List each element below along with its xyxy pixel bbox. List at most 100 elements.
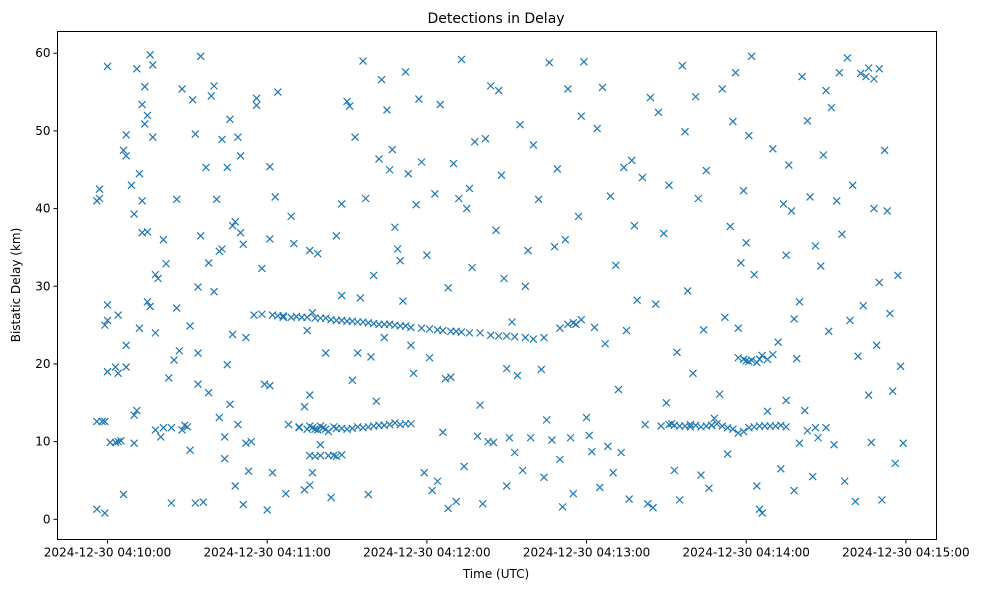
- data-point: [614, 385, 623, 394]
- data-point: [734, 324, 743, 333]
- data-point: [563, 85, 572, 93]
- data-point: [271, 193, 280, 201]
- data-point: [811, 241, 820, 250]
- data-point: [425, 353, 434, 362]
- data-point: [755, 355, 764, 364]
- data-point: [231, 217, 240, 226]
- data-point: [316, 451, 325, 460]
- data-point: [385, 165, 394, 174]
- data-point: [728, 425, 737, 434]
- data-point: [619, 163, 628, 172]
- data-point: [883, 207, 892, 215]
- data-point: [329, 451, 338, 460]
- data-point: [537, 365, 546, 374]
- data-point: [468, 263, 477, 272]
- data-point: [822, 423, 830, 432]
- data-point: [734, 353, 743, 362]
- data-point: [886, 309, 894, 318]
- data-point: [502, 481, 511, 490]
- data-point: [438, 326, 447, 335]
- data-point: [665, 181, 673, 190]
- data-point: [800, 406, 809, 415]
- data-point: [391, 223, 399, 232]
- data-point: [654, 108, 663, 117]
- data-point: [486, 331, 495, 340]
- data-point: [111, 363, 120, 371]
- data-point: [683, 287, 692, 295]
- data-point: [257, 264, 266, 273]
- data-point: [247, 437, 256, 446]
- data-point: [433, 477, 442, 486]
- data-point: [470, 137, 479, 146]
- data-point: [542, 415, 551, 424]
- data-point: [492, 226, 500, 235]
- data-point: [388, 145, 397, 154]
- data-point: [587, 447, 596, 456]
- data-point: [481, 134, 490, 143]
- data-point: [806, 193, 815, 201]
- data-point: [226, 400, 234, 409]
- data-point: [234, 420, 242, 429]
- data-point: [864, 64, 873, 72]
- data-point: [830, 440, 838, 449]
- data-point: [377, 75, 386, 84]
- data-point: [776, 464, 785, 473]
- data-point: [119, 146, 128, 155]
- data-point: [135, 169, 144, 178]
- data-point: [132, 64, 141, 73]
- data-point: [713, 419, 721, 428]
- data-point: [473, 432, 482, 441]
- data-point: [707, 421, 716, 430]
- data-point: [750, 270, 759, 279]
- data-point: [673, 348, 681, 357]
- data-point: [114, 369, 123, 378]
- data-point: [146, 302, 155, 311]
- data-point: [548, 436, 556, 444]
- data-point: [159, 235, 168, 244]
- data-point: [643, 499, 652, 508]
- data-point: [510, 332, 519, 341]
- data-point: [630, 221, 639, 230]
- data-point: [430, 189, 439, 198]
- data-point: [194, 283, 202, 291]
- data-point: [151, 426, 160, 434]
- data-point: [691, 421, 700, 430]
- data-point: [617, 448, 626, 457]
- data-point: [646, 93, 655, 102]
- plot-area-frame: [57, 31, 937, 540]
- data-point: [811, 423, 820, 432]
- data-point: [545, 58, 554, 67]
- data-point: [135, 324, 144, 333]
- data-point: [510, 448, 519, 457]
- data-point: [705, 484, 713, 493]
- data-point: [103, 367, 112, 376]
- data-point: [824, 327, 833, 336]
- data-point: [803, 116, 812, 125]
- data-point: [893, 271, 902, 280]
- data-point: [518, 466, 527, 475]
- data-point: [143, 227, 152, 236]
- data-points: [92, 50, 908, 518]
- data-point: [289, 239, 298, 248]
- data-point: [540, 473, 548, 482]
- data-point: [598, 83, 607, 92]
- data-point: [577, 112, 586, 121]
- data-point: [625, 495, 634, 504]
- data-point: [739, 186, 748, 195]
- data-point: [100, 509, 109, 518]
- data-point: [457, 328, 466, 337]
- data-point: [856, 69, 865, 78]
- data-point: [832, 196, 841, 205]
- data-point: [441, 374, 450, 383]
- y-tick-label: 60: [35, 46, 50, 60]
- data-point: [790, 486, 799, 495]
- data-point: [132, 406, 141, 415]
- data-point: [585, 431, 594, 440]
- x-tick-label: 2024-12-30 04:15:00: [842, 546, 969, 560]
- data-point: [686, 422, 695, 431]
- data-point: [263, 506, 272, 514]
- data-point: [864, 391, 873, 399]
- data-point: [178, 85, 186, 93]
- data-point: [758, 351, 767, 360]
- data-point: [151, 328, 160, 337]
